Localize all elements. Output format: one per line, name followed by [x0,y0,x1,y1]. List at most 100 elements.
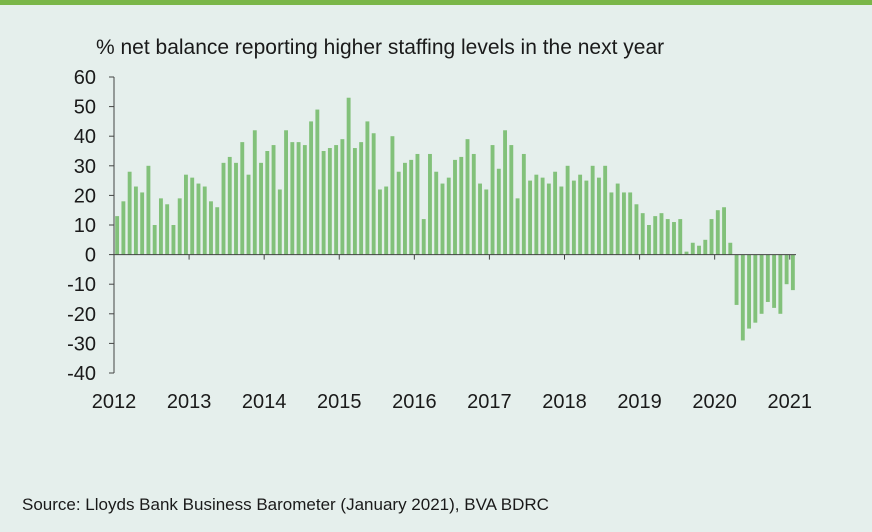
bar-2019-06 [672,222,676,255]
bar-2020-12 [784,254,789,285]
bar-2012-01 [115,216,120,255]
x-tick-label: 2013 [167,391,212,413]
bar-2019-04 [659,213,664,255]
bar-2017-08 [534,174,539,255]
bar-2020-04 [734,254,739,305]
bar-2018-02 [571,180,576,255]
x-tick-label: 2012 [92,391,137,413]
x-tick-label: 2021 [767,391,812,413]
bar-2018-11 [628,192,633,255]
y-tick-label: 60 [74,67,96,89]
bar-2020-05 [740,254,745,341]
bar-2015-10 [396,171,401,255]
bar-2016-10 [471,153,476,255]
bar-2018-06 [596,177,601,255]
bar-2012-05 [140,192,145,255]
bar-2020-10 [772,254,777,308]
bar-2012-03 [127,171,132,255]
bar-2018-01 [565,165,570,255]
y-tick-label: 30 [74,156,96,178]
bar-2020-08 [759,254,764,314]
bar-2012-10 [171,225,176,255]
bar-2019-03 [653,216,658,255]
bar-2017-12 [559,186,564,255]
bar-2020-09 [765,254,770,302]
bar-2018-12 [634,204,639,255]
y-tick-label: -30 [67,333,96,355]
bar-2012-07 [152,225,157,255]
bar-2018-07 [603,165,608,255]
bar-2016-07 [453,159,457,255]
bar-2019-08 [684,251,689,255]
x-tick-label: 2016 [392,391,437,413]
y-tick-label: -40 [67,363,96,385]
bar-2015-01 [340,139,345,255]
bar-chart: 60 50 40 30 20 10 0 -10 -20 -30 -40 2012 2013 2014 201… [67,67,812,413]
y-tick-label: 0 [85,245,96,267]
bar-2020-07 [753,254,758,323]
bar-2013-09 [240,142,245,255]
bar-2020-01 [715,210,720,255]
bar-2014-06 [296,142,301,255]
bar-2018-09 [615,183,620,255]
bar-2015-09 [390,136,395,255]
bar-2013-12 [259,162,263,255]
bar-2012-12 [184,174,188,255]
y-tick-label: 50 [74,97,96,119]
bar-2016-08 [459,156,464,255]
bar-2019-02 [647,225,651,255]
x-tick-label: 2014 [242,391,287,413]
bar-2017-07 [528,180,533,255]
bar-2020-03 [728,242,733,255]
chart-title: % net balance reporting higher staffing … [96,36,665,59]
bar-2013-04 [209,201,213,255]
bar-2016-01 [415,153,420,255]
bar-2017-02 [496,168,501,255]
bar-2014-07 [302,145,307,255]
x-tick-label: 2017 [467,391,512,413]
bar-2012-04 [133,186,138,255]
bar-2018-03 [578,174,583,255]
x-tick-label: 2015 [317,391,362,413]
bar-2013-11 [252,130,257,255]
bar-2016-09 [465,139,470,255]
bar-2012-02 [121,201,126,255]
bar-2013-03 [202,186,207,255]
bar-2015-06 [371,133,376,255]
bar-2014-09 [315,109,320,255]
bar-2019-01 [640,213,645,255]
bar-2017-11 [553,171,558,255]
bar-2020-11 [778,254,783,314]
bar-2017-05 [515,198,520,255]
bar-2013-10 [246,174,251,255]
bar-2013-05 [215,207,220,255]
bar-2016-03 [428,153,432,255]
bar-2013-07 [227,156,232,255]
bar-2014-12 [334,145,339,255]
bar-2019-05 [665,219,670,255]
bar-2012-09 [165,204,170,255]
x-tick-label: 2019 [617,391,662,413]
bar-2014-11 [327,148,332,255]
bar-2017-03 [503,130,507,255]
y-tick-label: -10 [67,274,96,296]
bar-2016-06 [446,177,451,255]
bar-2014-03 [277,189,282,255]
bar-2012-06 [146,165,151,255]
bar-2014-08 [309,121,314,255]
bar-2016-11 [478,183,482,255]
bar-2019-12 [709,219,714,255]
bar-2018-08 [609,192,614,255]
bar-2012-11 [177,198,182,255]
y-tick-label: -20 [67,304,96,326]
bar-2014-05 [290,142,295,255]
bar-2016-05 [440,183,445,255]
bar-2014-01 [265,151,270,255]
bar-2014-02 [271,145,276,255]
bar-2016-12 [484,189,489,255]
bar-2015-07 [377,189,382,255]
bar-2017-01 [490,145,495,255]
bar-2019-07 [678,219,683,255]
bar-2017-06 [521,153,526,255]
x-tick-label: 2018 [542,391,587,413]
